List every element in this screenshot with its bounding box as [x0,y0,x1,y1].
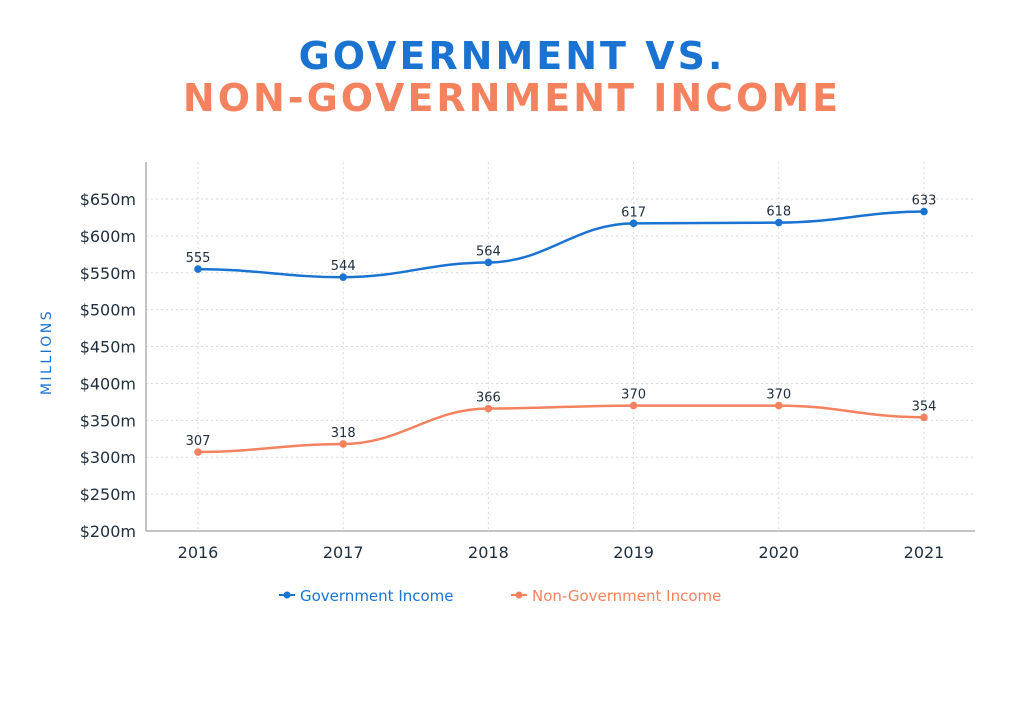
data-point [629,219,638,228]
data-point [629,401,638,410]
legend-entry: Government Income [300,587,454,605]
data-label: 370 [766,388,791,403]
data-label: 555 [186,251,211,266]
y-tick-label: $650m [80,190,136,209]
data-point [339,273,348,282]
y-axis-label: MILLIONS [39,309,55,395]
data-point [775,401,783,410]
x-tick-label: 2019 [613,543,654,562]
data-label: 354 [912,399,937,414]
y-tick-label: $200m [80,522,136,541]
data-label: 633 [912,194,937,209]
legend-entry: Non-Government Income [532,587,721,605]
x-tick-label: 2021 [904,543,945,562]
chart-title-line-2: NON-GOVERNMENT INCOME [182,76,842,120]
data-label: 617 [621,205,646,220]
data-label: 370 [621,388,646,403]
series-line [197,210,925,279]
legend-swatch-marker [515,591,523,599]
y-tick-label: $350m [80,411,136,430]
data-point [775,218,783,227]
data-point [194,448,202,456]
y-tick-label: $500m [80,301,136,320]
y-tick-label: $250m [80,485,136,504]
x-tick-label: 2017 [323,543,364,562]
x-tick-label: 2016 [178,543,219,562]
data-point [920,207,928,216]
y-tick-label: $450m [80,338,136,357]
legend-swatch-marker [283,591,291,599]
data-label: 307 [186,434,211,449]
y-tick-label: $550m [80,264,136,283]
chart-title-line-1: GOVERNMENT VS. [298,34,726,78]
y-tick-label: $600m [80,227,136,246]
data-label: 544 [331,259,356,274]
data-label: 564 [476,244,501,259]
data-label: 366 [476,391,501,406]
data-point [484,404,493,413]
data-point [920,413,928,422]
data-label: 318 [331,426,356,441]
data-point [484,258,493,267]
data-label: 618 [766,205,791,220]
x-tick-label: 2020 [758,543,799,562]
series-line [197,404,925,454]
y-tick-label: $300m [80,448,136,467]
data-point [339,440,348,448]
y-tick-label: $400m [80,374,136,393]
x-tick-label: 2018 [468,543,509,562]
data-point [194,265,202,273]
